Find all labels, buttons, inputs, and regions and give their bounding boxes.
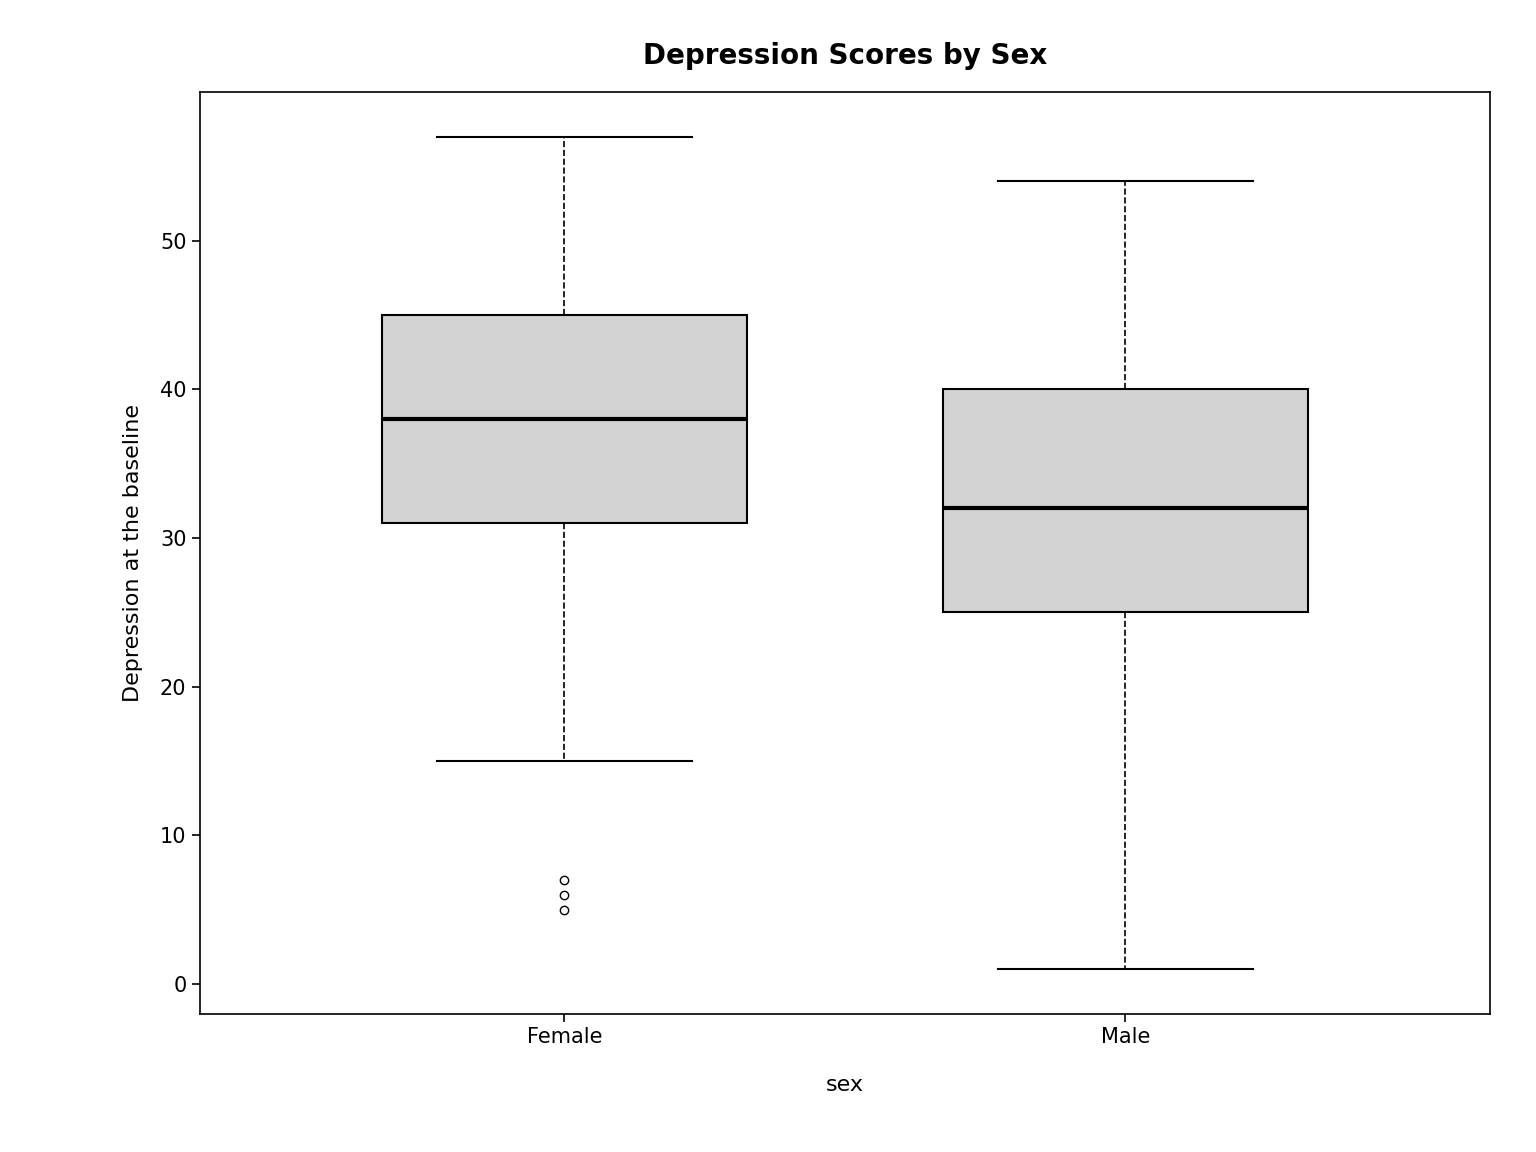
Title: Depression Scores by Sex: Depression Scores by Sex [642, 43, 1048, 70]
X-axis label: sex: sex [826, 1075, 863, 1094]
Bar [943, 389, 1307, 613]
Y-axis label: Depression at the baseline: Depression at the baseline [123, 404, 143, 702]
Bar [382, 316, 746, 523]
